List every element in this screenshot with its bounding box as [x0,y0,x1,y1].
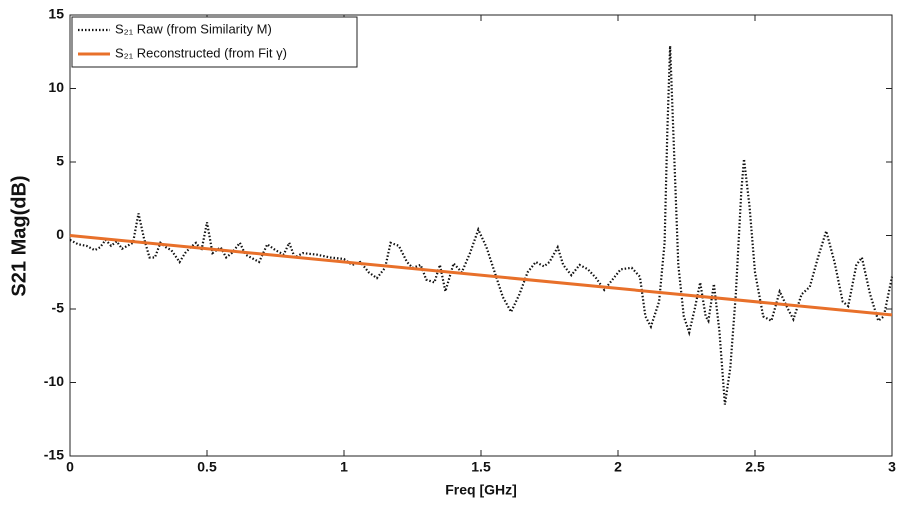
y-tick-label: 15 [48,6,64,22]
y-tick-label: 10 [48,79,64,95]
x-tick-label: 1.5 [471,459,491,475]
y-tick-label: -10 [44,373,64,389]
y-tick-label: -5 [52,300,65,316]
series-line [69,234,893,317]
x-tick-label: 0.5 [197,459,217,475]
legend: S₂₁ Raw (from Similarity M) S₂₁ Reconstru… [71,16,358,68]
legend-box [71,16,358,68]
series-line [69,45,894,405]
legend-label: S₂₁ Raw (from Similarity M) [115,21,272,36]
y-tick-label: 0 [56,226,64,242]
y-tick-label: -15 [44,447,64,463]
x-tick-label: 2 [614,459,622,475]
x-tick-label: 2.5 [745,459,765,475]
legend-label: S₂₁ Reconstructed (from Fit γ) [115,45,287,60]
x-tick-label: 1 [340,459,348,475]
y-tick-label: 5 [56,153,64,169]
x-tick-label: 3 [888,459,896,475]
x-tick-label: 0 [66,459,74,475]
y-axis-label: S21 Mag(dB) [8,175,30,296]
x-axis-label: Freq [GHz] [445,482,517,498]
